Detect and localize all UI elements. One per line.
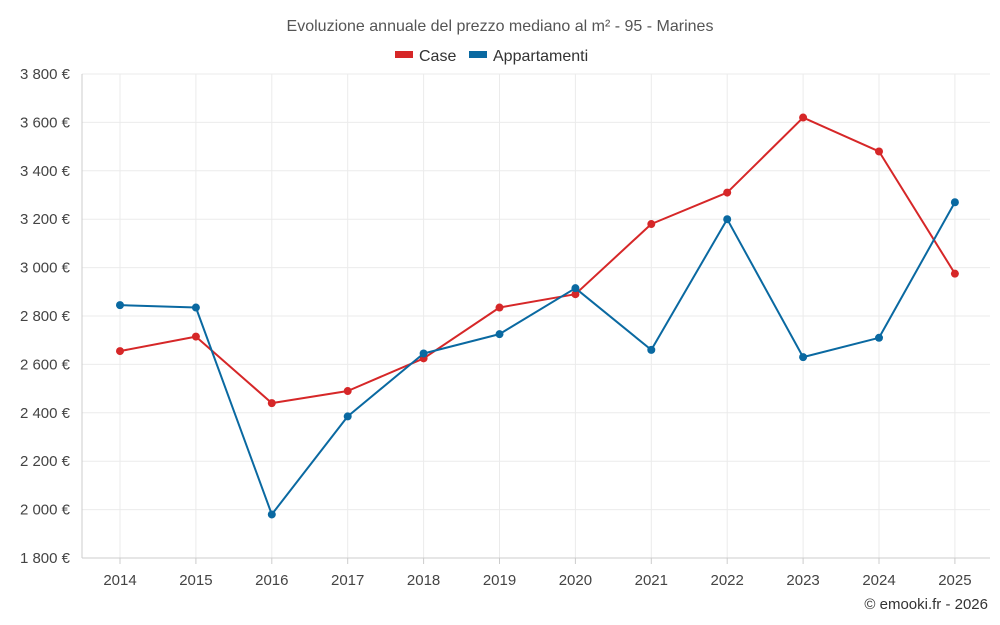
y-tick-label: 2 000 € [20,502,71,519]
chart-title: Evoluzione annuale del prezzo mediano al… [287,18,714,35]
data-point-appartamenti[interactable] [495,330,504,339]
axes: 1 800 € 2 000 € 2 200 € 2 400 € 2 600 € 2 800… [20,66,990,589]
y-tick-label: 1 800 € [20,550,71,567]
data-point-appartamenti[interactable] [116,301,124,310]
x-tick-label: 2018 [407,572,440,589]
legend-swatch-case [395,51,413,58]
data-point-appartamenti[interactable] [875,333,883,342]
y-tick-label: 3 600 € [20,114,71,131]
x-tick-label: 2016 [255,572,288,589]
y-tick-label: 3 200 € [20,211,71,228]
y-tick-label: 3 000 € [20,260,71,277]
y-tick-label: 2 200 € [20,453,71,470]
data-point-case[interactable] [950,269,959,278]
legend-swatch-appartamenti [469,51,487,58]
data-point-appartamenti[interactable] [647,345,656,354]
credit: © emooki.fr - 2026 [864,596,988,613]
data-point-appartamenti[interactable] [723,215,732,224]
data-point-case[interactable] [267,399,276,408]
legend: Case Appartamenti [395,48,588,65]
data-point-appartamenti[interactable] [343,412,352,421]
data-point-appartamenti[interactable] [191,303,200,312]
legend-item-appartamenti[interactable]: Appartamenti [469,48,588,65]
x-tick-label: 2021 [635,572,668,589]
data-point-case[interactable] [495,303,504,312]
x-tick-label: 2023 [786,572,819,589]
x-tick-label: 2015 [179,572,212,589]
data-point-appartamenti[interactable] [419,349,428,358]
data-point-appartamenti[interactable] [571,284,580,293]
series-appartamenti [116,198,959,519]
x-tick-label: 2024 [862,572,895,589]
x-tick-label: 2014 [103,572,136,589]
y-tick-label: 2 400 € [20,405,71,422]
data-point-case[interactable] [723,188,732,197]
series [116,113,959,519]
data-point-case[interactable] [571,290,580,299]
x-tick-label: 2025 [938,572,971,589]
y-tick-label: 2 800 € [20,308,71,325]
x-tick-label: 2022 [711,572,744,589]
x-tick-label: 2017 [331,572,364,589]
data-point-appartamenti[interactable] [799,353,808,362]
data-point-appartamenti[interactable] [267,510,276,519]
series-line-case [119,116,956,405]
legend-item-case[interactable]: Case [395,48,456,65]
legend-label-appartamenti: Appartamenti [493,48,588,65]
data-point-case[interactable] [647,220,656,229]
data-point-case[interactable] [343,387,352,396]
data-point-case[interactable] [191,332,200,341]
legend-label-case: Case [419,48,456,65]
data-point-case[interactable] [799,113,808,122]
series-line-appartamenti [119,201,956,516]
y-tick-label: 2 600 € [20,356,71,373]
x-tick-label: 2019 [483,572,516,589]
data-point-appartamenti[interactable] [950,198,959,207]
grid [82,73,990,559]
y-tick-label: 3 800 € [20,66,71,83]
series-case [116,113,959,408]
y-tick-label: 3 400 € [20,163,71,180]
data-point-case[interactable] [875,147,883,156]
x-tick-label: 2020 [559,572,592,589]
data-point-case[interactable] [116,347,124,356]
